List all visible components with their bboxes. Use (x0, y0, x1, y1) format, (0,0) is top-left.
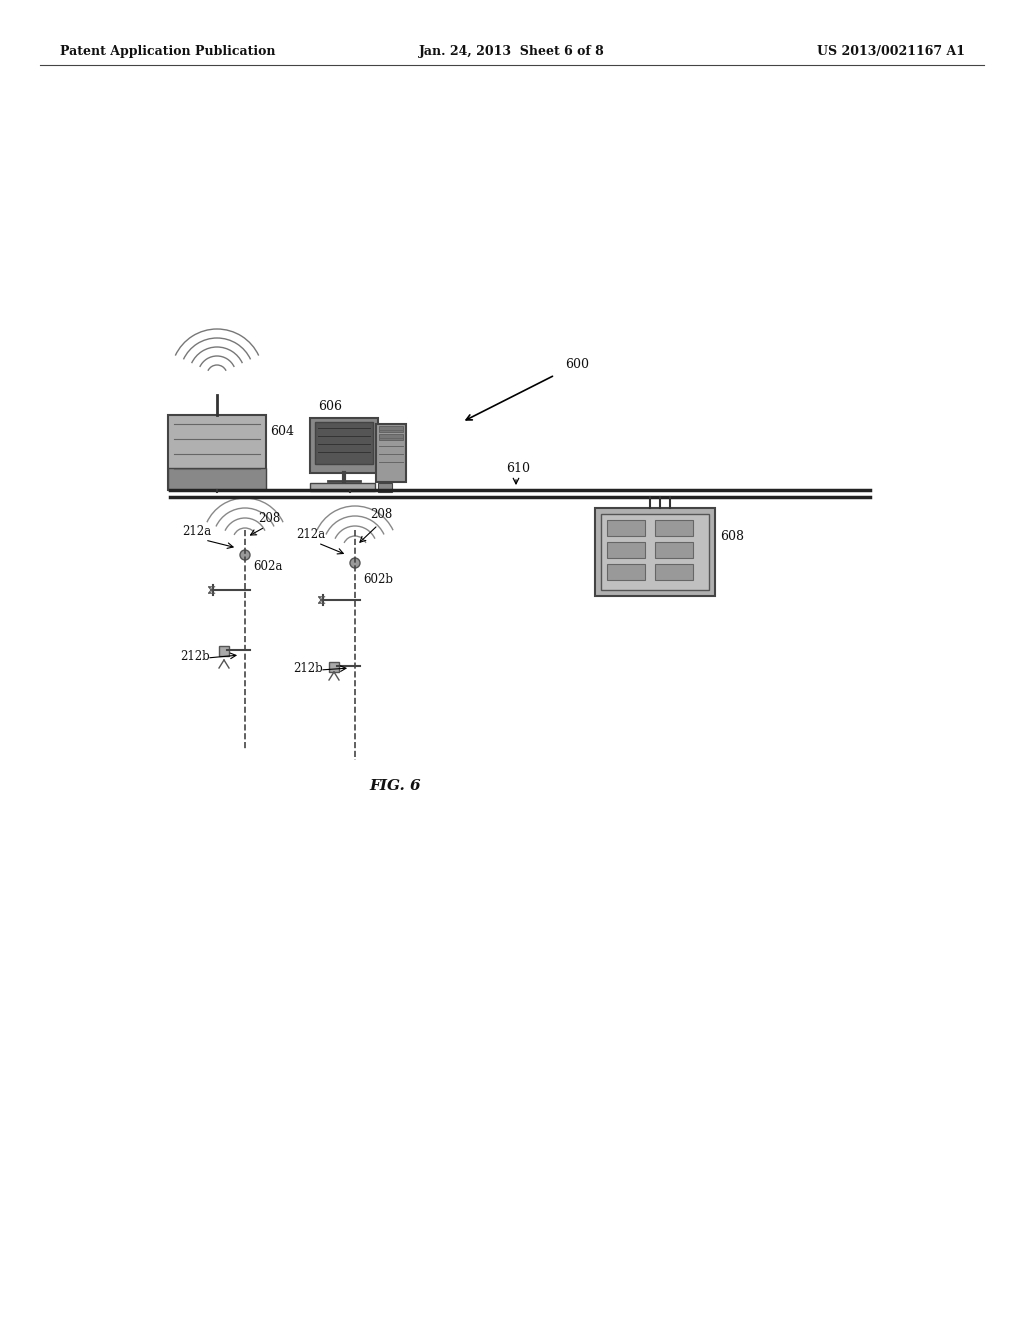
Bar (655, 520, 693, 536)
Bar (219, 645, 229, 656)
Text: 208: 208 (370, 508, 392, 521)
Bar (655, 564, 693, 579)
Text: 212a: 212a (182, 525, 211, 539)
Bar (601, 513, 709, 590)
Bar (379, 426, 403, 432)
Text: 208: 208 (258, 512, 281, 525)
Text: 606: 606 (318, 400, 342, 413)
Text: FIG. 6: FIG. 6 (370, 779, 421, 793)
Circle shape (240, 550, 250, 560)
Bar (310, 483, 375, 491)
Text: Patent Application Publication: Patent Application Publication (60, 45, 275, 58)
Bar (607, 564, 645, 579)
Bar (378, 483, 392, 492)
Text: 610: 610 (506, 462, 530, 475)
Text: 212b: 212b (293, 663, 323, 675)
Text: 212a: 212a (296, 528, 326, 541)
Circle shape (350, 558, 360, 568)
Bar (607, 543, 645, 558)
Bar (168, 469, 266, 490)
Bar (168, 414, 266, 490)
Bar (607, 520, 645, 536)
Text: 602a: 602a (253, 560, 283, 573)
Bar (310, 418, 378, 473)
Text: 608: 608 (720, 531, 744, 543)
Text: 602b: 602b (362, 573, 393, 586)
Bar (329, 663, 339, 672)
Text: Jan. 24, 2013  Sheet 6 of 8: Jan. 24, 2013 Sheet 6 of 8 (419, 45, 605, 58)
Bar (595, 508, 715, 597)
Bar (379, 434, 403, 440)
Text: 604: 604 (270, 425, 294, 438)
Text: US 2013/0021167 A1: US 2013/0021167 A1 (817, 45, 965, 58)
Text: 600: 600 (565, 358, 589, 371)
Bar (655, 543, 693, 558)
Text: 212b: 212b (180, 649, 210, 663)
Bar (376, 424, 406, 482)
Bar (315, 422, 373, 465)
